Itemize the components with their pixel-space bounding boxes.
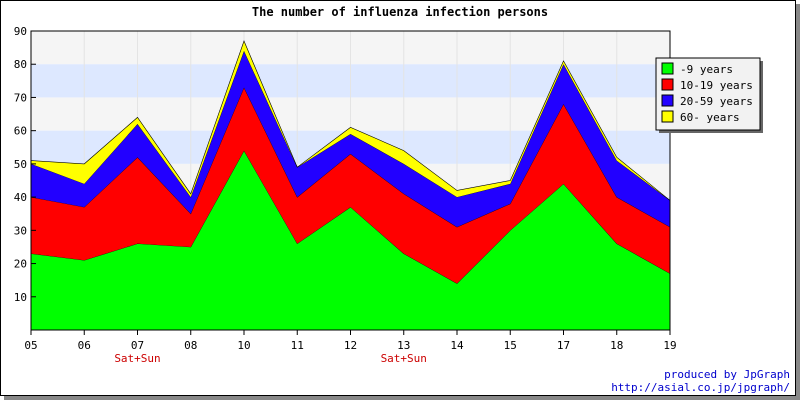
y-tick-label: 60	[14, 125, 27, 138]
x-tick-label: 17	[557, 339, 570, 352]
legend-label: 20-59 years	[680, 95, 753, 108]
legend-label: 60- years	[680, 111, 740, 124]
x-tick-label: 05	[24, 339, 37, 352]
chart-title: The number of influenza infection person…	[252, 5, 548, 19]
x-tick-label: 10	[237, 339, 250, 352]
weekend-note: Sat+Sun	[114, 352, 160, 365]
y-tick-label: 80	[14, 58, 27, 71]
area-series-3	[31, 50, 670, 228]
x-tick-label: 08	[184, 339, 197, 352]
legend-swatch	[661, 78, 674, 91]
x-tick-label: 06	[78, 339, 91, 352]
credit-line-1: produced by JpGraph	[664, 368, 790, 381]
x-tick-label: 11	[291, 339, 304, 352]
x-tick-label: 15	[504, 339, 517, 352]
axes: 10 20 30 40 50 60 70 80 90 05 06 07 08 10 11 12 13 14 15 17…	[14, 25, 677, 365]
x-tick-label: 14	[450, 339, 464, 352]
legend-label: -9 years	[680, 63, 733, 76]
y-tick-label: 30	[14, 224, 27, 237]
y-tick-label: 50	[14, 158, 27, 171]
legend-label: 10-19 years	[680, 79, 753, 92]
area-series-1	[31, 150, 670, 330]
y-tick-label: 70	[14, 91, 27, 104]
y-tick-label: 10	[14, 291, 27, 304]
x-tick-label: 18	[610, 339, 623, 352]
legend: -9 years 10-19 years 20-59 years 60- years	[655, 57, 763, 133]
y-tick-label: 20	[14, 258, 27, 271]
y-tick-label: 90	[14, 25, 27, 38]
x-tick-label: 07	[131, 339, 144, 352]
y-tick-label: 40	[14, 191, 27, 204]
area-edge-4	[30, 40, 671, 201]
frame-shadow-right	[796, 4, 800, 400]
legend-swatch	[661, 94, 674, 107]
stacked-areas	[30, 40, 671, 330]
weekend-note: Sat+Sun	[381, 352, 427, 365]
legend-swatch	[661, 110, 674, 123]
frame-shadow-bottom	[4, 396, 800, 400]
x-tick-label: 19	[663, 339, 676, 352]
x-tick-label: 12	[344, 339, 357, 352]
legend-swatch	[661, 62, 674, 75]
credit-line-2: http://asial.co.jp/jpgraph/	[611, 381, 790, 394]
area-series-2	[31, 87, 670, 284]
x-tick-label: 13	[397, 339, 410, 352]
